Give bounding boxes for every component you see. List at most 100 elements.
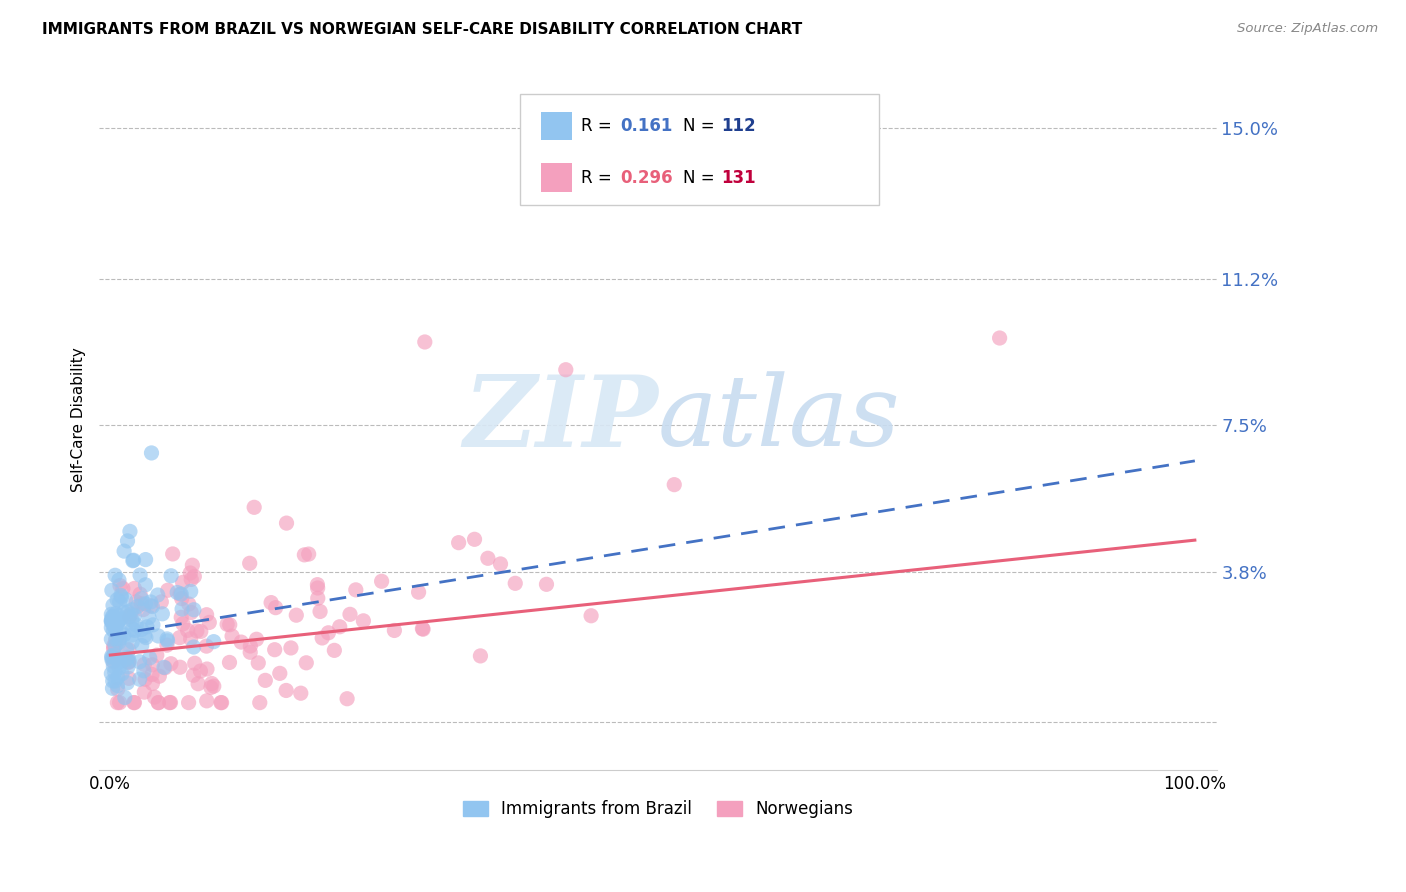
Norwegians: [170, 610, 193, 624]
Norwegians: [180, 606, 202, 620]
Immigrants from Brazil: [135, 552, 157, 566]
Norwegians: [307, 577, 329, 591]
Norwegians: [190, 624, 212, 639]
Immigrants from Brazil: [114, 690, 136, 705]
Norwegians: [211, 696, 233, 710]
Immigrants from Brazil: [131, 639, 153, 653]
Norwegians: [172, 616, 194, 631]
Immigrants from Brazil: [110, 588, 132, 602]
Norwegians: [184, 657, 207, 671]
Immigrants from Brazil: [104, 568, 127, 582]
Immigrants from Brazil: [117, 533, 139, 548]
Norwegians: [295, 656, 318, 670]
Norwegians: [134, 657, 156, 672]
Immigrants from Brazil: [100, 621, 122, 635]
Norwegians: [413, 334, 436, 349]
Immigrants from Brazil: [108, 573, 131, 587]
Immigrants from Brazil: [128, 655, 150, 669]
Norwegians: [247, 656, 270, 670]
Norwegians: [160, 657, 183, 671]
Norwegians: [180, 632, 202, 646]
Immigrants from Brazil: [108, 655, 131, 669]
Norwegians: [103, 642, 125, 657]
Immigrants from Brazil: [104, 639, 127, 653]
Norwegians: [134, 673, 156, 687]
Immigrants from Brazil: [112, 544, 135, 558]
Immigrants from Brazil: [134, 629, 156, 643]
Norwegians: [470, 648, 492, 663]
Norwegians: [132, 602, 155, 616]
Norwegians: [231, 635, 253, 649]
Norwegians: [108, 578, 131, 592]
Norwegians: [187, 677, 209, 691]
Norwegians: [292, 548, 315, 562]
Norwegians: [311, 631, 333, 645]
Immigrants from Brazil: [136, 620, 159, 634]
Immigrants from Brazil: [202, 634, 225, 648]
Immigrants from Brazil: [101, 610, 124, 624]
Norwegians: [489, 557, 512, 571]
Norwegians: [176, 624, 198, 638]
Text: N =: N =: [683, 169, 720, 186]
Immigrants from Brazil: [101, 614, 124, 628]
Immigrants from Brazil: [111, 615, 134, 629]
Immigrants from Brazil: [115, 652, 138, 666]
Immigrants from Brazil: [131, 623, 153, 637]
Norwegians: [162, 547, 184, 561]
Immigrants from Brazil: [111, 666, 134, 681]
Norwegians: [170, 591, 193, 606]
Immigrants from Brazil: [122, 553, 145, 567]
Norwegians: [183, 569, 205, 583]
Norwegians: [263, 642, 285, 657]
Immigrants from Brazil: [134, 597, 156, 611]
Immigrants from Brazil: [107, 655, 129, 669]
Norwegians: [159, 696, 181, 710]
Immigrants from Brazil: [142, 618, 165, 632]
Immigrants from Brazil: [110, 612, 132, 626]
Norwegians: [239, 639, 262, 653]
Norwegians: [218, 617, 240, 632]
Immigrants from Brazil: [103, 618, 125, 632]
Norwegians: [536, 577, 558, 591]
Norwegians: [124, 582, 146, 596]
Norwegians: [129, 587, 152, 601]
Norwegians: [245, 632, 267, 647]
Immigrants from Brazil: [103, 648, 125, 662]
Immigrants from Brazil: [146, 588, 169, 602]
Norwegians: [411, 622, 433, 636]
Norwegians: [177, 696, 200, 710]
Immigrants from Brazil: [101, 599, 124, 613]
Immigrants from Brazil: [150, 607, 173, 621]
Norwegians: [134, 685, 156, 699]
Immigrants from Brazil: [153, 660, 176, 674]
Norwegians: [156, 638, 179, 652]
Norwegians: [104, 633, 127, 648]
Immigrants from Brazil: [103, 659, 125, 673]
Text: ZIP: ZIP: [463, 371, 658, 467]
Norwegians: [107, 682, 129, 697]
Immigrants from Brazil: [114, 592, 136, 607]
Immigrants from Brazil: [121, 622, 143, 636]
Immigrants from Brazil: [104, 632, 127, 646]
Immigrants from Brazil: [183, 603, 205, 617]
Norwegians: [408, 585, 430, 599]
Immigrants from Brazil: [138, 610, 160, 624]
Immigrants from Brazil: [115, 642, 138, 657]
Norwegians: [169, 631, 191, 645]
Immigrants from Brazil: [103, 617, 125, 632]
Norwegians: [290, 686, 312, 700]
Immigrants from Brazil: [139, 595, 162, 609]
Immigrants from Brazil: [156, 632, 179, 646]
Norwegians: [730, 128, 752, 143]
Norwegians: [124, 696, 146, 710]
Immigrants from Brazil: [103, 609, 125, 624]
Norwegians: [118, 671, 141, 685]
Immigrants from Brazil: [101, 583, 124, 598]
Text: 0.296: 0.296: [620, 169, 672, 186]
Norwegians: [318, 625, 340, 640]
Norwegians: [249, 696, 271, 710]
Immigrants from Brazil: [104, 665, 127, 680]
Norwegians: [118, 642, 141, 657]
Immigrants from Brazil: [125, 618, 148, 632]
Immigrants from Brazil: [129, 568, 152, 582]
